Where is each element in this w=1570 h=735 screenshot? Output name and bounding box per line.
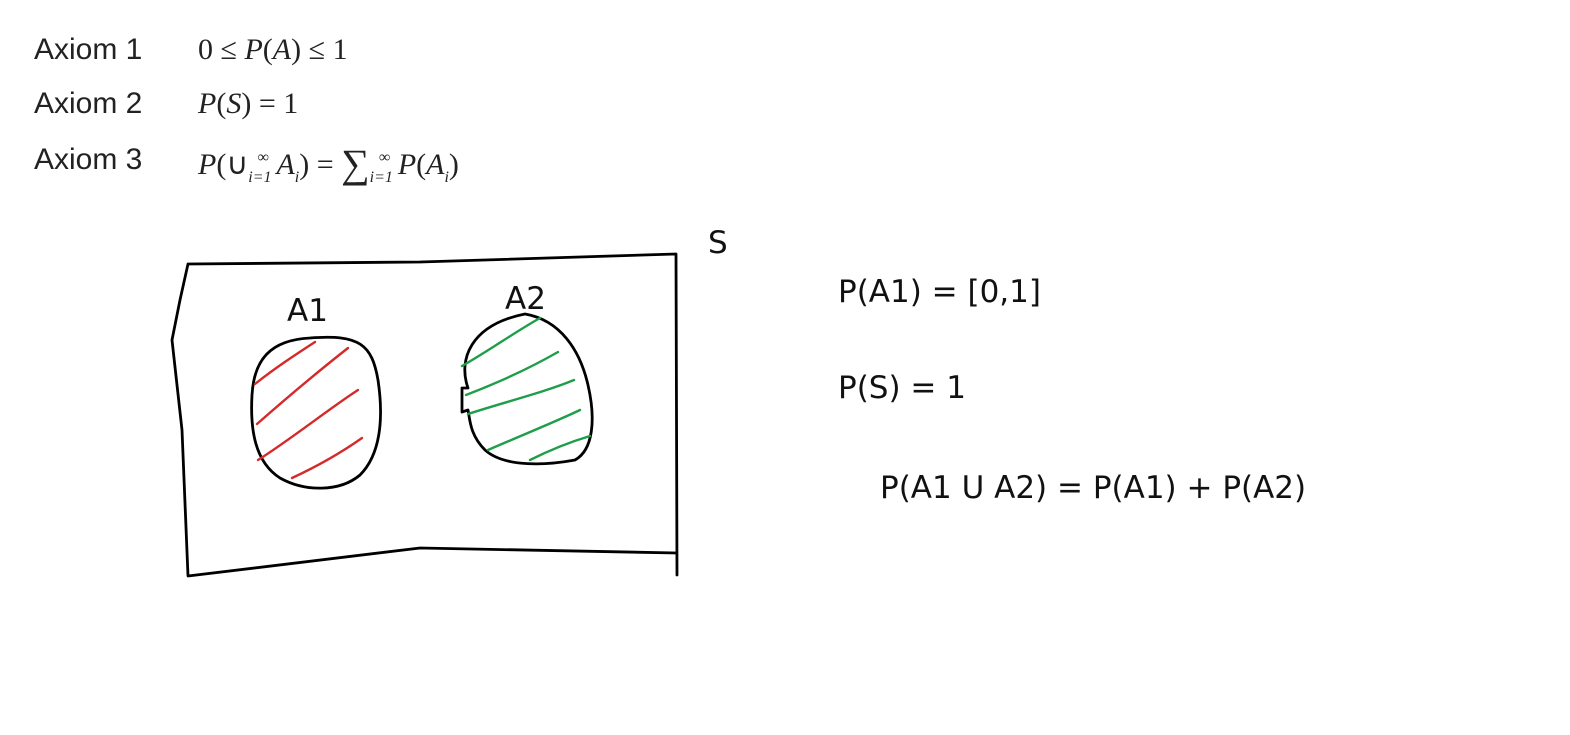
axiom-3-row: Axiom 3 P(∪i=1∞ Ai) = ∑i=1∞ P(Ai) xyxy=(34,138,459,186)
axiom-1-row: Axiom 1 0 ≤ P(A) ≤ 1 xyxy=(34,28,348,72)
axiom-1-formula: 0 ≤ P(A) ≤ 1 xyxy=(198,33,348,66)
axiom-1-label: Axiom 1 xyxy=(34,33,143,66)
sample-space-label: S xyxy=(708,225,728,261)
event-a1-outline xyxy=(250,335,382,490)
event-a1-label: A1 xyxy=(287,293,328,329)
equation-a1-range: P(A1) = [0,1] xyxy=(838,274,1041,310)
axiom-3-label: Axiom 3 xyxy=(34,143,143,176)
event-a2-outline xyxy=(460,312,594,466)
sample-space-outline xyxy=(170,252,679,578)
event-a1-hatching xyxy=(253,340,364,480)
axioms-block: Axiom 1 0 ≤ P(A) ≤ 1 Axiom 2 P(S) = 1 Ax… xyxy=(0,0,700,200)
axiom-3-formula: P(∪i=1∞ Ai) = ∑i=1∞ P(Ai) xyxy=(198,140,459,186)
event-a2-label: A2 xyxy=(505,281,546,317)
axiom-2-formula: P(S) = 1 xyxy=(198,87,299,120)
equation-union-additivity: P(A1 U A2) = P(A1) + P(A2) xyxy=(880,470,1307,506)
axiom-2-label: Axiom 2 xyxy=(34,87,143,120)
axiom-2-row: Axiom 2 P(S) = 1 xyxy=(34,82,298,126)
event-a2-hatching xyxy=(460,316,592,462)
equation-sample-space: P(S) = 1 xyxy=(838,370,966,406)
